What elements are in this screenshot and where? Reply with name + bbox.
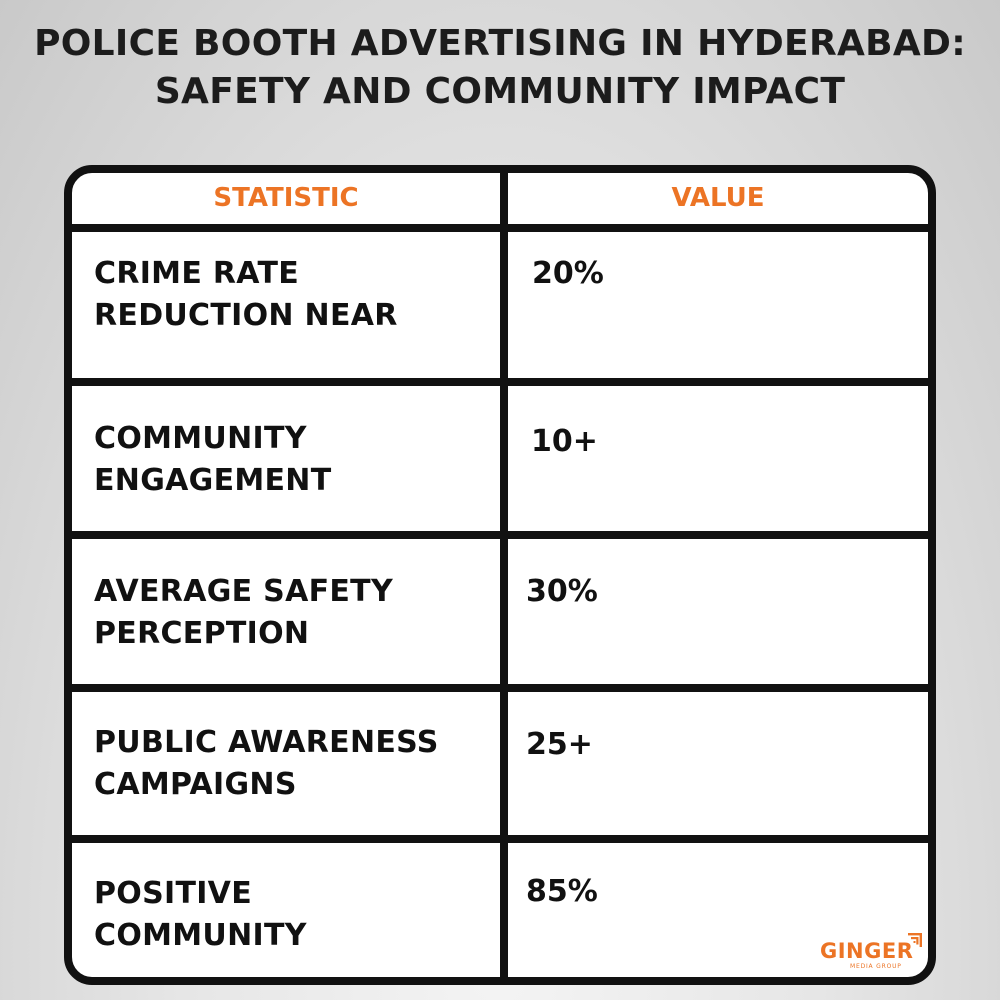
statistic-line: COMMUNITY [94, 421, 307, 456]
statistic-line: REDUCTION NEAR [94, 298, 398, 333]
statistic-line: AVERAGE SAFETY [94, 574, 393, 609]
ginger-logo-icon [908, 933, 922, 947]
statistic-cell: POSITIVE COMMUNITY [94, 873, 494, 957]
header-value: VALUE [671, 183, 765, 213]
value-cell: 85% [526, 874, 598, 909]
page-title: POLICE BOOTH ADVERTISING IN HYDERABAD: S… [0, 20, 1000, 116]
column-divider [500, 173, 508, 977]
statistic-line: ENGAGEMENT [94, 463, 332, 498]
table-header-row: STATISTIC VALUE [72, 173, 928, 224]
value-cell: 25+ [526, 727, 593, 762]
row-divider [72, 835, 928, 843]
statistic-line: COMMUNITY [94, 918, 307, 953]
logo-tagline: MEDIA GROUP [850, 963, 902, 970]
statistic-line: POSITIVE [94, 876, 252, 911]
row-divider [72, 378, 928, 386]
value-cell: 20% [532, 256, 604, 291]
statistics-table: STATISTIC VALUE CRIME RATE REDUCTION NEA… [64, 165, 936, 985]
statistic-cell: PUBLIC AWARENESS CAMPAIGNS [94, 722, 494, 806]
statistic-cell: CRIME RATE REDUCTION NEAR [94, 253, 494, 337]
statistic-cell: AVERAGE SAFETY PERCEPTION [94, 571, 494, 655]
statistic-line: PUBLIC AWARENESS [94, 725, 439, 760]
title-line-1: POLICE BOOTH ADVERTISING IN HYDERABAD: [34, 23, 966, 64]
statistic-line: CAMPAIGNS [94, 767, 297, 802]
row-divider [72, 684, 928, 692]
statistic-cell: COMMUNITY ENGAGEMENT [94, 418, 494, 502]
logo-name: GINGER [820, 939, 914, 963]
value-cell: 10+ [531, 424, 598, 459]
ginger-logo: GINGER MEDIA GROUP [820, 933, 922, 973]
row-divider [72, 531, 928, 539]
statistic-line: CRIME RATE [94, 256, 300, 291]
title-line-2: SAFETY AND COMMUNITY IMPACT [154, 71, 846, 112]
header-statistic: STATISTIC [213, 183, 359, 213]
value-cell: 30% [526, 574, 598, 609]
row-divider [72, 224, 928, 232]
statistic-line: PERCEPTION [94, 616, 310, 651]
